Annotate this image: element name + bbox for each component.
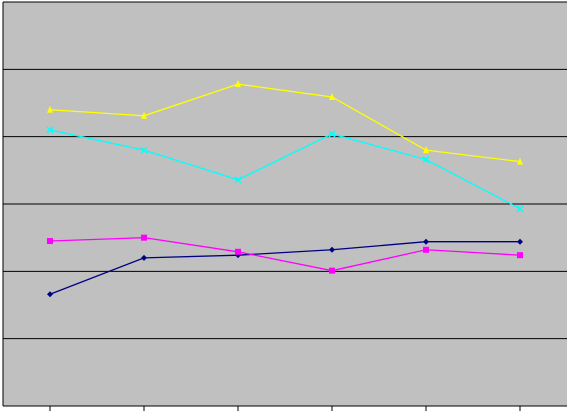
marker: [329, 246, 335, 253]
marker: [140, 146, 148, 154]
marker: [141, 254, 147, 261]
marker: [47, 291, 53, 298]
series-line: [49, 241, 520, 295]
series-line: [49, 129, 521, 210]
marker: [516, 205, 524, 213]
marker: [47, 105, 53, 113]
marker: [328, 130, 336, 138]
marker: [423, 146, 429, 154]
marker: [329, 92, 335, 100]
marker: [517, 157, 523, 165]
marker: [235, 248, 241, 255]
marker: [423, 238, 429, 245]
marker: [422, 156, 430, 164]
marker: [235, 80, 241, 88]
marker: [517, 238, 523, 245]
marker: [46, 126, 54, 134]
marker: [517, 252, 523, 259]
series-line: [49, 83, 521, 163]
marker: [141, 234, 147, 241]
series-line: [49, 237, 521, 272]
marker: [423, 246, 429, 253]
marker: [141, 111, 147, 119]
marker: [234, 176, 242, 184]
marker: [47, 238, 53, 245]
marker: [329, 267, 335, 274]
